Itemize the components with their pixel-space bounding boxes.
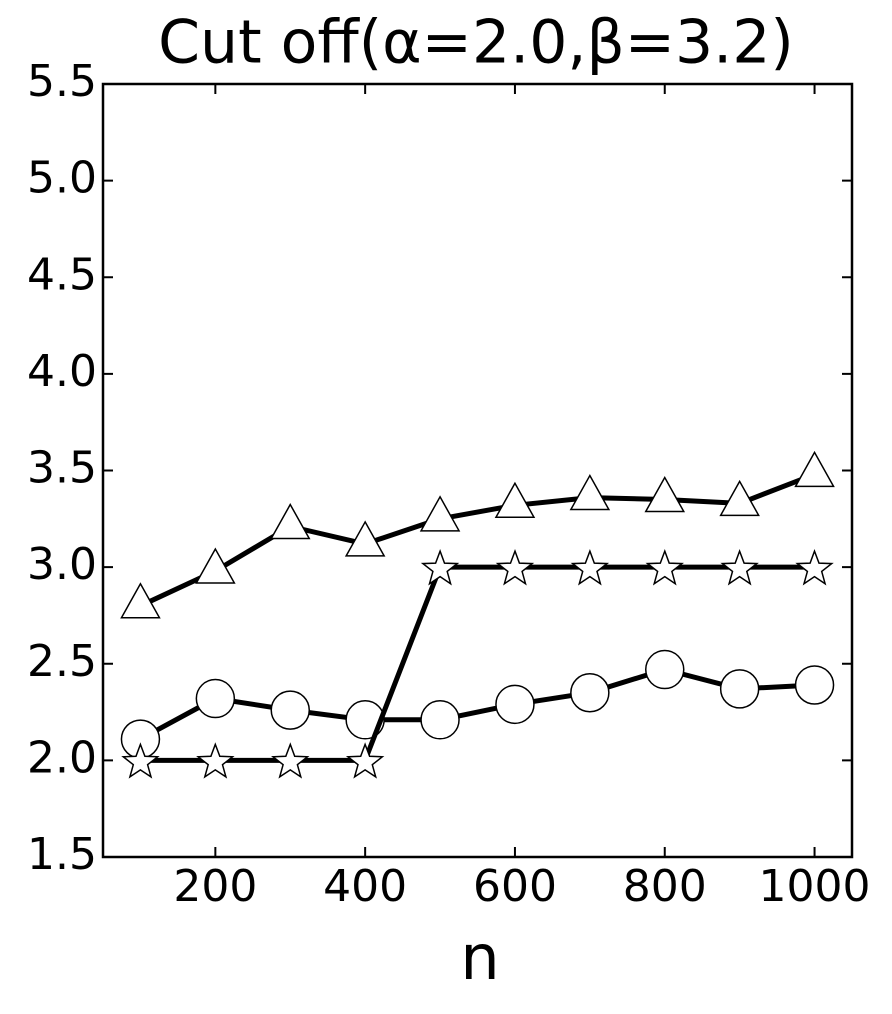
star-marker [495,548,535,586]
triangle-marker [569,474,611,511]
star-marker [196,742,235,779]
circle-marker [570,672,610,713]
star-marker [420,548,460,586]
y-tick-label: 5.5 [27,56,97,107]
star-marker [720,548,759,586]
triangle-marker [269,503,311,540]
x-tick-label: 800 [623,861,707,912]
circle-marker [420,700,460,740]
circle-marker [645,649,685,690]
star-marker [570,548,610,586]
y-tick-label: 4.0 [27,346,97,397]
triangle-marker [195,547,236,584]
triangle-marker [719,479,760,517]
circle-marker [270,690,310,730]
circle-marker [495,684,535,725]
x-tick-label: 1000 [759,861,871,912]
triangle-marker [794,450,835,488]
triangle-marker [120,582,161,619]
star-marker [645,548,684,586]
y-tick-label: 4.5 [27,249,97,300]
plot-frame [101,82,854,859]
y-tick-label: 2.0 [27,732,97,783]
y-tick-label: 3.5 [27,443,97,494]
series-line [139,472,816,609]
series-line [139,667,815,742]
x-tick-label: 400 [323,861,407,912]
x-axis-label: n [460,921,499,994]
triangle-marker [644,475,686,513]
triangle-marker [419,495,461,532]
star-marker [345,742,385,779]
star-marker [795,548,834,586]
y-tick-label: 5.0 [27,153,97,204]
y-tick-label: 3.0 [27,539,97,590]
circle-marker [195,678,236,719]
x-tick-label: 600 [473,861,557,912]
circle-marker [719,669,760,709]
y-tick-label: 1.5 [27,829,97,880]
triangle-marker [344,520,386,557]
chart-title: Cut off(α=2.0,β=3.2) [158,8,794,78]
x-tick-label: 200 [173,861,257,912]
star-marker [271,742,310,779]
triangle-marker [494,481,536,519]
y-tick-label: 2.5 [27,636,97,687]
series-line [140,564,815,763]
circle-marker [794,665,835,705]
star-marker [121,742,160,779]
